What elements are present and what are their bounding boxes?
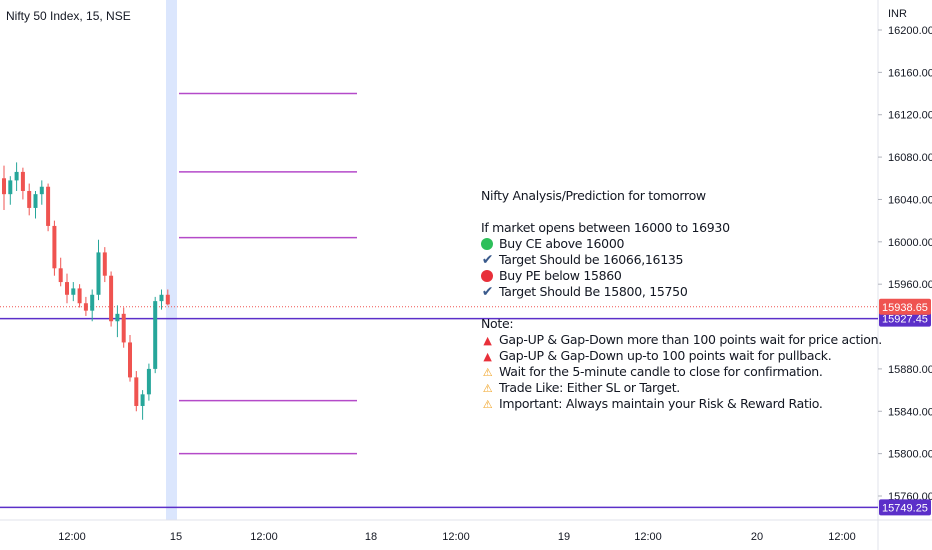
x-tick-label: 12:00 [828,531,856,543]
candle-body [46,186,51,226]
note-item-3: ⚠ Wait for the 5-minute candle to close f… [481,364,823,379]
y-tick-label: 16200.00 [888,25,932,37]
buy-ce-text: Buy CE above 16000 [499,236,625,251]
note-item-4: ⚠ Trade Like: Either SL or Target. [481,380,681,395]
symbol-title[interactable]: Nifty 50 Index, 15, NSE [6,9,131,23]
buy-pe-line: Buy PE below 15860 [481,268,622,283]
candle-body [20,171,25,191]
buy-ce-line: Buy CE above 16000 [481,236,624,251]
y-tick-label: 15840.00 [888,406,932,418]
note-title: Note: [481,316,514,331]
warning-icon: ⚠ [482,366,493,379]
y-tick-label: 16120.00 [888,110,932,122]
candle-body [77,288,82,304]
candle-body [58,268,63,283]
candle-body [39,186,44,195]
y-tick-label: 16040.00 [888,194,932,206]
candle-body [83,303,88,311]
target-ce-line: ✔ Target Should be 16066,16135 [481,252,684,268]
target-pe-line: ✔ Target Should Be 15800, 15750 [481,284,688,300]
candle-body [146,368,151,395]
candle-body [153,301,158,369]
x-tick-label: 19 [558,531,570,543]
y-tick-label: 16160.00 [888,67,932,79]
y-tick-label: 15960.00 [888,279,932,291]
candle-body [134,377,139,406]
x-tick-label: 12:00 [250,531,278,543]
check-mark-icon: ✔ [481,284,494,300]
note-text-4: Trade Like: Either SL or Target. [499,380,680,395]
siren-icon: ▲ [483,350,492,363]
check-mark-icon: ✔ [481,252,494,268]
buy-pe-text: Buy PE below 15860 [499,268,622,283]
x-tick-label: 12:00 [58,531,86,543]
y-tick-label: 16080.00 [888,152,932,164]
candle-body [90,294,95,311]
green-circle-icon [481,238,493,250]
currency-label: INR [888,8,907,20]
session-highlight [166,0,177,520]
x-tick-label: 18 [365,531,377,543]
candle-body [165,294,170,305]
x-tick-label: 20 [751,531,763,543]
warning-icon: ⚠ [482,398,493,411]
candle-body [102,252,107,276]
candle-body [14,171,19,181]
candle-body [2,178,6,195]
note-text-1: Gap-UP & Gap-Down more than 100 points w… [499,332,882,347]
note-item-1: ▲ Gap-UP & Gap-Down more than 100 points … [481,332,882,347]
target-pe-text: Target Should Be 15800, 15750 [499,284,688,299]
horizontal-line-badge [879,499,931,516]
candle-body [159,294,164,302]
y-tick-label: 15800.00 [888,449,932,461]
y-tick-label: 16000.00 [888,237,932,249]
x-tick-label: 12:00 [634,531,662,543]
candle-body [8,180,13,195]
y-tick-label: 15880.00 [888,364,932,376]
note-text-2: Gap-UP & Gap-Down up-to 100 points wait … [499,348,832,363]
candle-body [121,313,126,343]
x-tick-label: 12:00 [442,531,470,543]
candle-body [109,275,114,322]
siren-icon: ▲ [483,334,492,347]
candle-body [115,313,120,322]
candle-body [128,342,132,378]
red-circle-icon [481,270,493,282]
candle-body [96,252,101,295]
candle-body [33,194,38,208]
warning-icon: ⚠ [482,382,493,395]
last-price-badge [879,298,931,315]
analysis-condition: If market opens between 16000 to 16930 [481,220,730,235]
horizontal-line-badge-label: 15749.25 [882,502,928,514]
note-text-5: Important: Always maintain your Risk & R… [499,396,823,411]
candle-body [27,190,32,208]
horizontal-line-badge-label: 15927.45 [882,314,928,326]
last-price-label: 15938.65 [882,302,928,314]
note-item-2: ▲ Gap-UP & Gap-Down up-to 100 points wait… [481,348,831,363]
candle-body [140,394,145,406]
note-text-3: Wait for the 5-minute candle to close fo… [499,364,823,379]
note-item-5: ⚠ Important: Always maintain your Risk & … [481,396,823,411]
analysis-title: Nifty Analysis/Prediction for tomorrow [481,188,706,203]
candle-body [52,225,57,269]
x-tick-label: 15 [170,531,182,543]
candle-body [65,282,69,295]
target-ce-text: Target Should be 16066,16135 [499,252,684,267]
candle-body [71,288,76,295]
